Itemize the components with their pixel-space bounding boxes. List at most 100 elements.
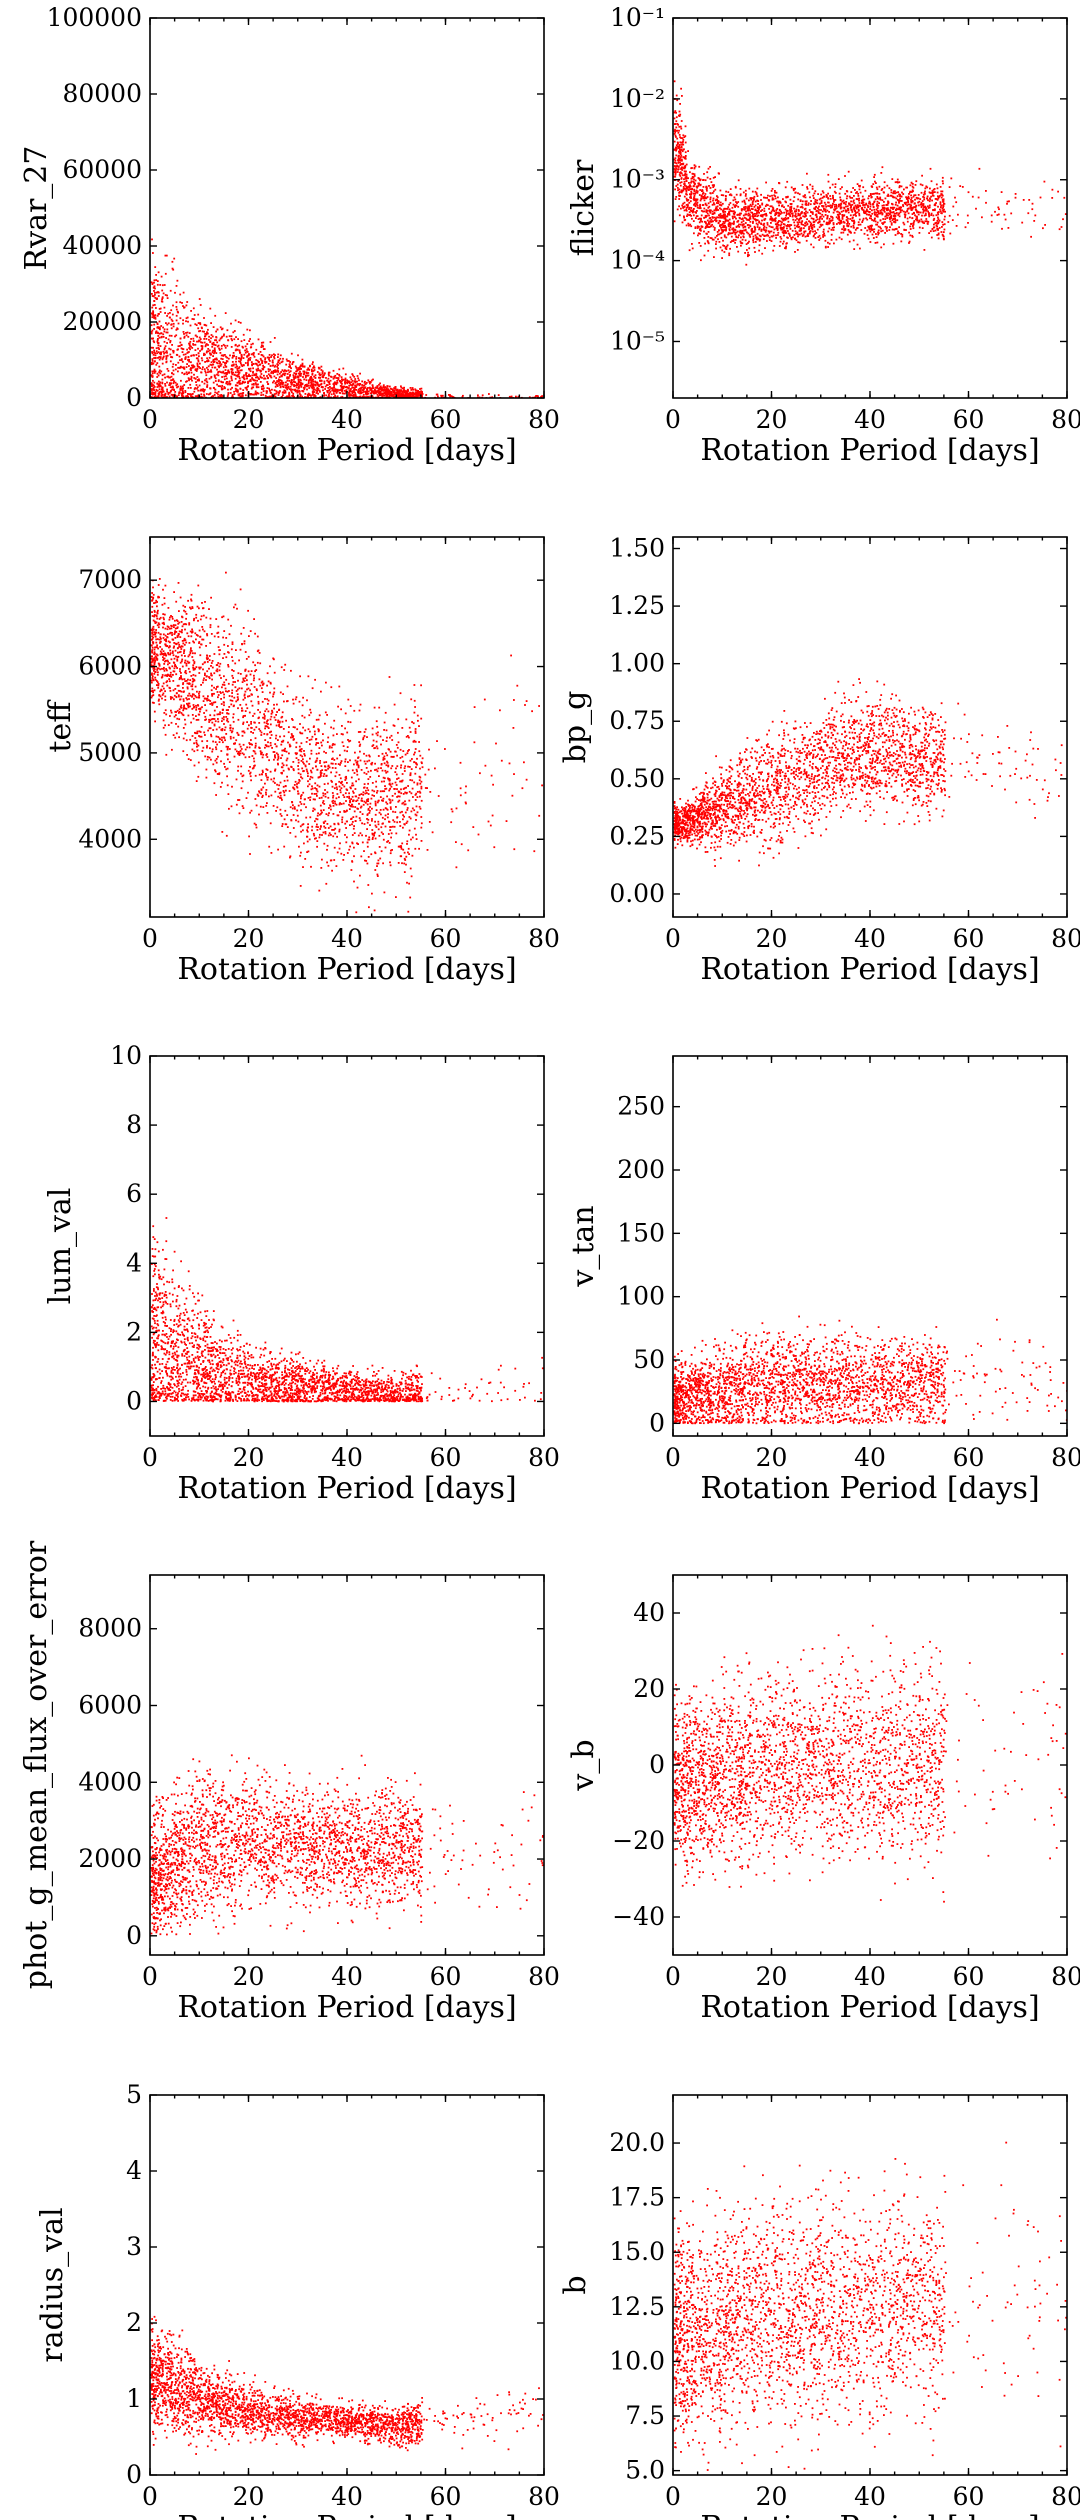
data-point — [682, 207, 685, 209]
data-point — [927, 205, 929, 208]
data-point — [267, 370, 270, 373]
data-point — [291, 363, 294, 365]
data-point — [722, 244, 724, 247]
data-point — [170, 323, 173, 326]
data-point — [336, 380, 339, 382]
data-point — [157, 392, 160, 395]
data-point — [299, 378, 302, 381]
data-point — [225, 375, 227, 377]
data-point — [789, 198, 792, 201]
data-point — [167, 375, 170, 378]
data-point — [164, 272, 167, 275]
data-point — [316, 387, 318, 390]
data-point — [152, 313, 154, 315]
data-point — [716, 202, 718, 204]
data-point — [905, 186, 908, 189]
data-point — [401, 396, 404, 398]
data-point — [745, 197, 748, 200]
data-point — [194, 387, 197, 389]
data-point — [882, 218, 885, 220]
y-axis-label: Rvar_27 — [19, 146, 54, 271]
data-point — [810, 217, 813, 220]
data-point — [308, 369, 311, 371]
data-point — [735, 193, 738, 196]
data-point — [933, 209, 936, 212]
data-point — [832, 202, 834, 205]
data-point — [735, 236, 738, 239]
data-point — [220, 354, 223, 357]
data-point — [917, 197, 920, 200]
data-point — [1062, 218, 1064, 221]
data-point — [753, 213, 756, 215]
data-point — [177, 345, 180, 348]
data-point — [294, 381, 297, 384]
data-point — [309, 394, 311, 397]
data-point — [302, 386, 305, 389]
data-point — [882, 209, 885, 212]
data-point — [195, 357, 198, 360]
data-point — [152, 353, 155, 356]
data-point — [944, 215, 946, 218]
data-point — [786, 213, 788, 215]
data-point — [874, 180, 876, 183]
data-point — [694, 204, 697, 207]
data-point — [732, 212, 735, 215]
data-point — [684, 141, 687, 144]
data-point — [723, 222, 726, 225]
data-point — [700, 259, 702, 262]
data-point — [161, 284, 164, 287]
data-point — [187, 393, 189, 395]
data-point — [719, 225, 721, 228]
data-point — [827, 197, 829, 199]
data-point — [169, 316, 171, 319]
data-point — [481, 394, 484, 397]
data-point — [819, 197, 822, 200]
data-point — [827, 180, 830, 183]
data-point — [250, 353, 253, 356]
data-point — [218, 370, 221, 373]
data-point — [798, 210, 800, 212]
data-point — [675, 162, 678, 165]
data-point — [180, 359, 183, 362]
data-point — [707, 249, 710, 252]
data-point — [708, 185, 710, 187]
data-point — [747, 214, 750, 217]
data-point — [721, 216, 723, 219]
data-point — [220, 336, 223, 339]
data-point — [707, 167, 710, 170]
data-point — [967, 191, 970, 194]
data-point — [242, 381, 244, 384]
data-point — [832, 222, 835, 224]
data-point — [889, 213, 891, 216]
data-point — [703, 254, 706, 257]
data-point — [716, 195, 718, 197]
data-point — [697, 234, 699, 237]
data-point — [214, 366, 216, 369]
data-point — [842, 225, 845, 227]
data-point — [339, 380, 341, 382]
data-point — [845, 201, 848, 203]
data-point — [352, 374, 354, 377]
data-point — [226, 395, 229, 398]
data-point — [208, 356, 211, 359]
data-point — [678, 205, 680, 208]
data-point — [245, 387, 248, 390]
data-point — [168, 382, 171, 384]
data-point — [182, 391, 184, 394]
data-point — [305, 374, 307, 377]
data-point — [885, 207, 888, 210]
data-point — [742, 191, 745, 194]
data-point — [705, 210, 708, 213]
data-point — [158, 348, 160, 350]
data-point — [167, 322, 170, 325]
data-point — [236, 375, 239, 378]
data-point — [850, 209, 853, 211]
data-point — [863, 198, 866, 201]
data-point — [199, 367, 201, 369]
data-point — [279, 385, 282, 388]
data-point — [785, 245, 787, 248]
data-point — [688, 188, 690, 191]
data-point — [706, 196, 709, 198]
data-point — [294, 375, 297, 377]
data-point — [801, 220, 804, 222]
